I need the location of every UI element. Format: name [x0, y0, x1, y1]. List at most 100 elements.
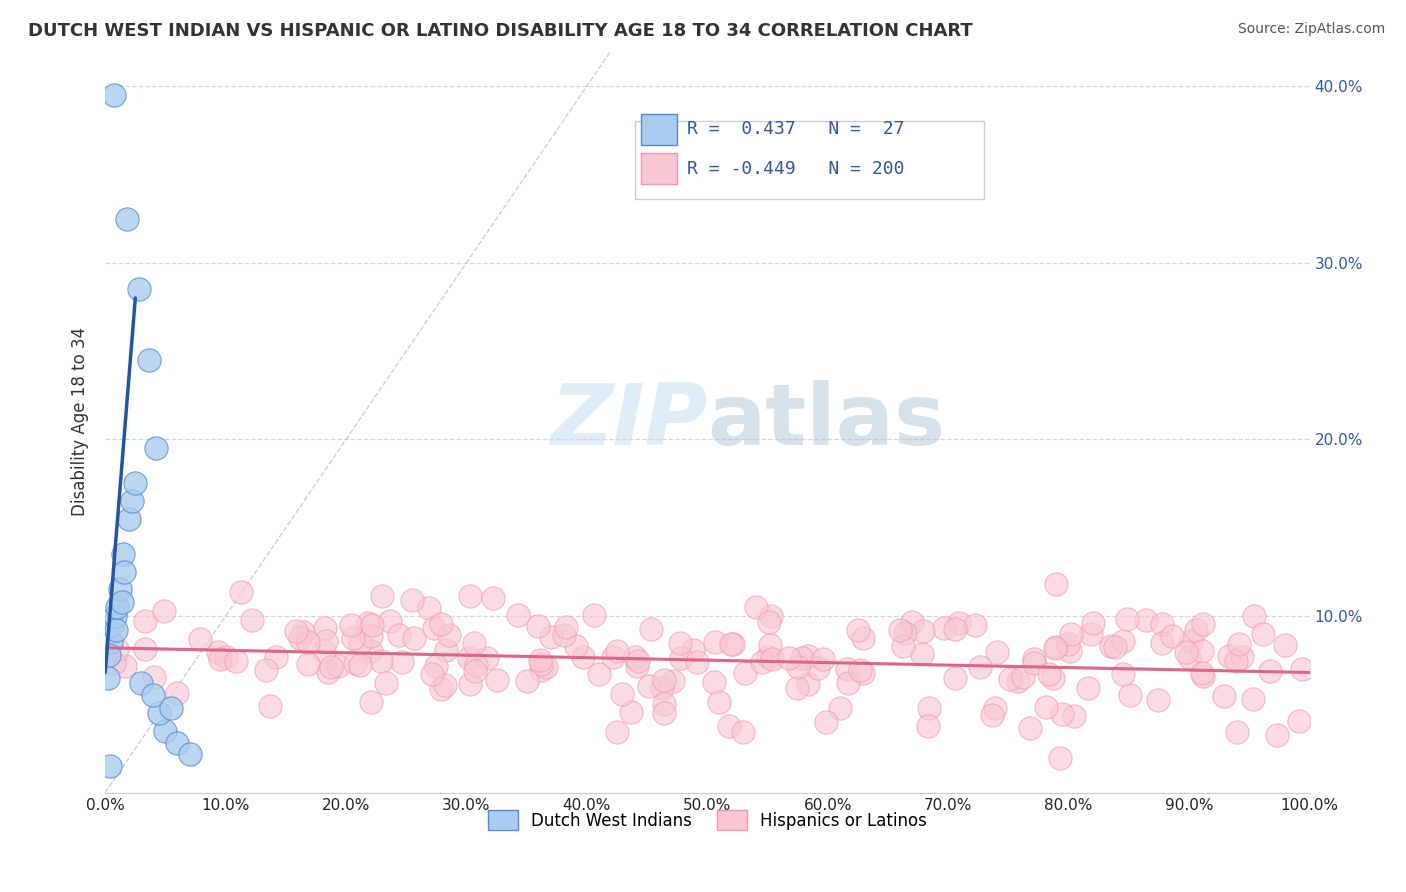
Point: [837, 662, 859, 676]
Point: [1135, 613, 1157, 627]
Point: [458, 677, 481, 691]
Point: [391, 655, 413, 669]
Point: [316, 665, 339, 680]
Point: [118, 512, 141, 526]
Point: [153, 604, 176, 618]
Point: [104, 609, 127, 624]
Point: [143, 670, 166, 684]
Point: [984, 701, 1007, 715]
Point: [166, 736, 188, 750]
Point: [790, 651, 813, 665]
Point: [1018, 721, 1040, 735]
Point: [751, 656, 773, 670]
Point: [342, 631, 364, 645]
Point: [285, 624, 308, 639]
Text: atlas: atlas: [707, 380, 946, 463]
Point: [1081, 615, 1104, 630]
Point: [852, 632, 875, 646]
Point: [745, 599, 768, 614]
Point: [188, 632, 211, 646]
Point: [371, 589, 394, 603]
Point: [1146, 692, 1168, 706]
Point: [969, 659, 991, 673]
Point: [623, 649, 645, 664]
Point: [986, 644, 1008, 658]
Text: R = -0.449   N = 200: R = -0.449 N = 200: [688, 160, 904, 178]
Point: [731, 725, 754, 739]
Point: [425, 659, 447, 673]
Point: [945, 671, 967, 685]
Point: [404, 631, 426, 645]
Point: [1218, 649, 1240, 664]
Point: [439, 628, 461, 642]
Point: [1059, 644, 1081, 658]
Point: [852, 665, 875, 680]
Point: [571, 650, 593, 665]
Point: [1056, 637, 1078, 651]
Point: [134, 615, 156, 629]
Point: [315, 633, 337, 648]
Point: [1152, 617, 1174, 632]
Point: [343, 656, 366, 670]
Point: [807, 661, 830, 675]
Point: [321, 660, 343, 674]
Point: [458, 589, 481, 603]
Point: [326, 659, 349, 673]
Point: [112, 547, 135, 561]
Point: [1063, 709, 1085, 723]
Point: [652, 673, 675, 688]
Point: [97, 648, 120, 662]
Point: [1178, 650, 1201, 665]
Point: [100, 635, 122, 649]
Point: [1042, 671, 1064, 685]
Point: [114, 659, 136, 673]
Point: [134, 641, 156, 656]
Text: Source: ZipAtlas.com: Source: ZipAtlas.com: [1237, 22, 1385, 37]
Point: [1045, 640, 1067, 654]
Point: [105, 600, 128, 615]
Point: [360, 629, 382, 643]
Point: [1116, 612, 1139, 626]
Text: ZIP: ZIP: [550, 380, 707, 463]
Point: [1243, 608, 1265, 623]
Point: [1035, 700, 1057, 714]
Point: [704, 635, 727, 649]
Point: [207, 645, 229, 659]
Point: [1174, 645, 1197, 659]
Point: [703, 674, 725, 689]
Y-axis label: Disability Age 18 to 34: Disability Age 18 to 34: [72, 327, 89, 516]
Point: [111, 595, 134, 609]
Point: [361, 618, 384, 632]
Point: [553, 628, 575, 642]
Point: [128, 282, 150, 296]
Point: [430, 617, 453, 632]
Point: [1038, 667, 1060, 681]
Point: [1180, 634, 1202, 648]
Point: [1000, 672, 1022, 686]
Point: [434, 643, 457, 657]
Point: [464, 664, 486, 678]
Point: [240, 613, 263, 627]
Point: [179, 747, 201, 761]
Point: [540, 631, 562, 645]
Point: [259, 698, 281, 713]
Point: [1119, 688, 1142, 702]
Point: [583, 608, 606, 623]
Point: [1099, 640, 1122, 654]
Point: [830, 701, 852, 715]
Point: [388, 628, 411, 642]
Point: [1152, 636, 1174, 650]
Point: [669, 651, 692, 665]
Point: [1112, 667, 1135, 681]
Point: [264, 649, 287, 664]
Point: [166, 686, 188, 700]
Point: [374, 676, 396, 690]
Point: [1052, 706, 1074, 721]
Point: [97, 671, 120, 685]
Point: [124, 476, 146, 491]
Point: [786, 681, 808, 695]
Point: [1253, 627, 1275, 641]
Point: [360, 695, 382, 709]
Point: [1213, 689, 1236, 703]
Point: [420, 666, 443, 681]
